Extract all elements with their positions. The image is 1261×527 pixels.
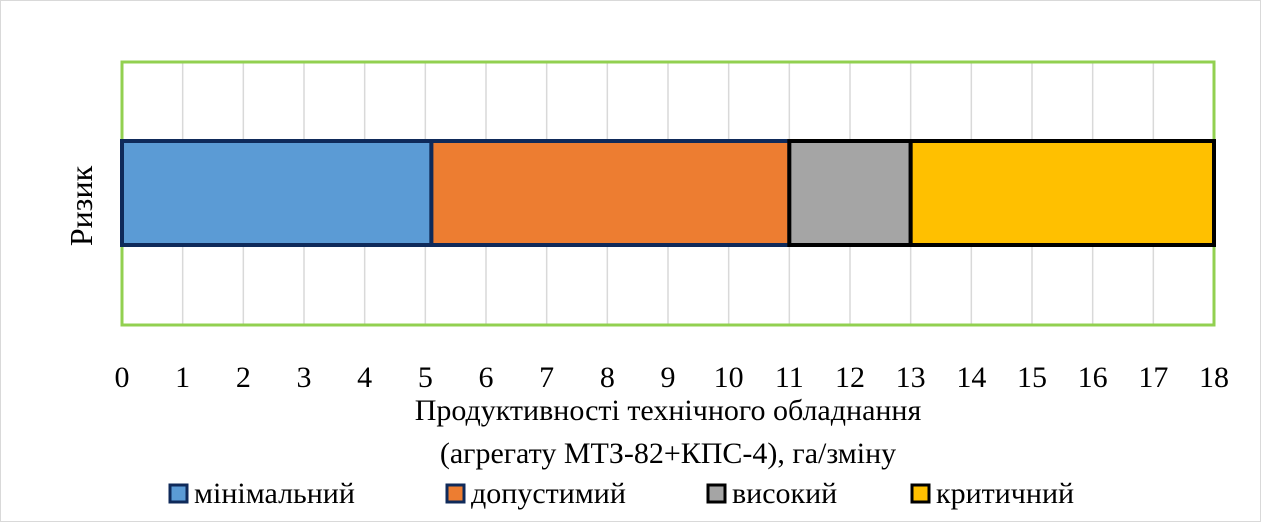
x-tick-label: 3: [297, 361, 312, 394]
x-axis-title-line-1: Продуктивності технічного обладнання: [415, 394, 922, 427]
legend-label: допустимий: [471, 477, 626, 510]
x-tick-label: 2: [236, 361, 251, 394]
x-tick-label: 15: [1017, 361, 1047, 394]
bar-segment-високий: [787, 139, 913, 247]
legend-label: високий: [732, 477, 837, 510]
legend-label: мінімальний: [194, 477, 355, 510]
legend-swatch-високий: [706, 483, 727, 504]
bar-segment-мінімальний: [120, 139, 434, 247]
x-tick-label: 17: [1138, 361, 1168, 394]
x-tick-label: 10: [714, 361, 744, 394]
x-tick-label: 7: [539, 361, 554, 394]
x-tick-label: 1: [175, 361, 190, 394]
x-axis-title-line-2: (агрегату МТЗ-82+КПС-4), га/зміну: [440, 437, 896, 470]
x-tick-label: 6: [479, 361, 494, 394]
x-tick-label: 13: [896, 361, 926, 394]
legend-swatch-критичний: [910, 483, 931, 504]
x-tick-label: 12: [835, 361, 865, 394]
x-tick-label: 14: [956, 361, 986, 394]
x-tick-label: 5: [418, 361, 433, 394]
legend-swatch-мінімальний: [168, 483, 189, 504]
x-tick-label: 16: [1078, 361, 1108, 394]
legend-swatch-допустимий: [445, 483, 466, 504]
x-tick-label: 8: [600, 361, 615, 394]
x-tick-label: 9: [661, 361, 676, 394]
x-tick-label: 0: [115, 361, 130, 394]
x-tick-label: 11: [775, 361, 804, 394]
y-axis-title: Ризик: [63, 165, 99, 246]
bar-segments: [120, 139, 1217, 247]
bar-segment-критичний: [908, 139, 1217, 247]
legend-label: критичний: [936, 477, 1074, 510]
x-tick-label: 4: [357, 361, 372, 394]
legend: мінімальний допустимий високий критичний: [168, 477, 1074, 510]
bar-segment-допустимий: [429, 139, 792, 247]
x-axis-tick-labels: 0 1 2 3 4 5 6 7 8 9 10 11 12 13 14 15 16 17 18: [115, 361, 1230, 394]
x-tick-label: 18: [1199, 361, 1229, 394]
